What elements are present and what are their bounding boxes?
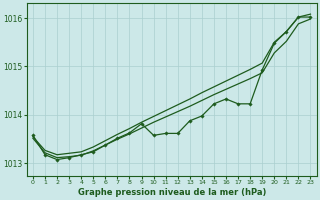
X-axis label: Graphe pression niveau de la mer (hPa): Graphe pression niveau de la mer (hPa) bbox=[77, 188, 266, 197]
